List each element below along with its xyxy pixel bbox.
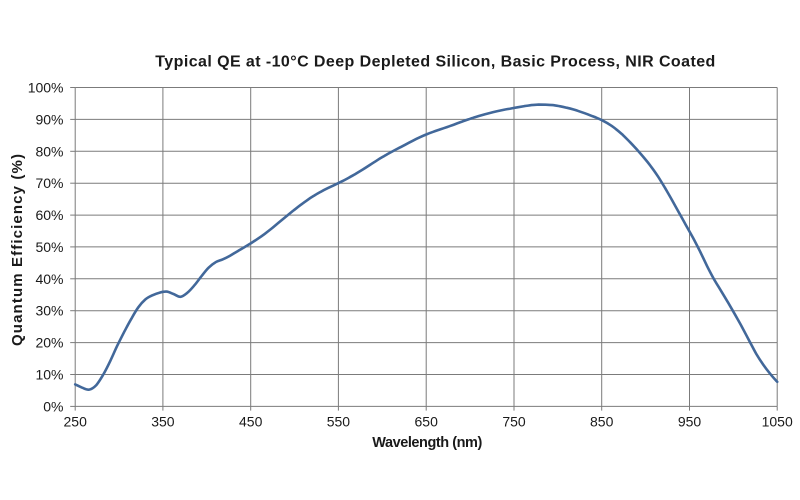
svg-text:0%: 0%	[43, 398, 63, 414]
svg-text:100%: 100%	[28, 80, 64, 96]
svg-text:30%: 30%	[35, 303, 63, 319]
svg-text:950: 950	[678, 414, 702, 430]
svg-text:250: 250	[64, 414, 88, 430]
svg-text:40%: 40%	[35, 271, 63, 287]
svg-text:750: 750	[502, 414, 526, 430]
svg-text:Quantum Efficiency (%): Quantum Efficiency (%)	[9, 154, 26, 346]
svg-text:650: 650	[415, 414, 439, 430]
svg-text:1050: 1050	[762, 414, 793, 430]
svg-text:80%: 80%	[35, 143, 63, 159]
svg-text:850: 850	[590, 414, 614, 430]
svg-text:60%: 60%	[35, 207, 63, 223]
svg-text:10%: 10%	[35, 367, 63, 383]
svg-text:450: 450	[239, 414, 263, 430]
svg-text:550: 550	[327, 414, 351, 430]
svg-text:Wavelength (nm): Wavelength (nm)	[372, 435, 482, 451]
svg-text:90%: 90%	[35, 111, 63, 127]
svg-text:Typical QE at -10°C Deep Deple: Typical QE at -10°C Deep Depleted Silico…	[155, 54, 715, 71]
svg-text:350: 350	[151, 414, 175, 430]
svg-text:50%: 50%	[35, 239, 63, 255]
svg-text:20%: 20%	[35, 335, 63, 351]
svg-text:70%: 70%	[35, 175, 63, 191]
